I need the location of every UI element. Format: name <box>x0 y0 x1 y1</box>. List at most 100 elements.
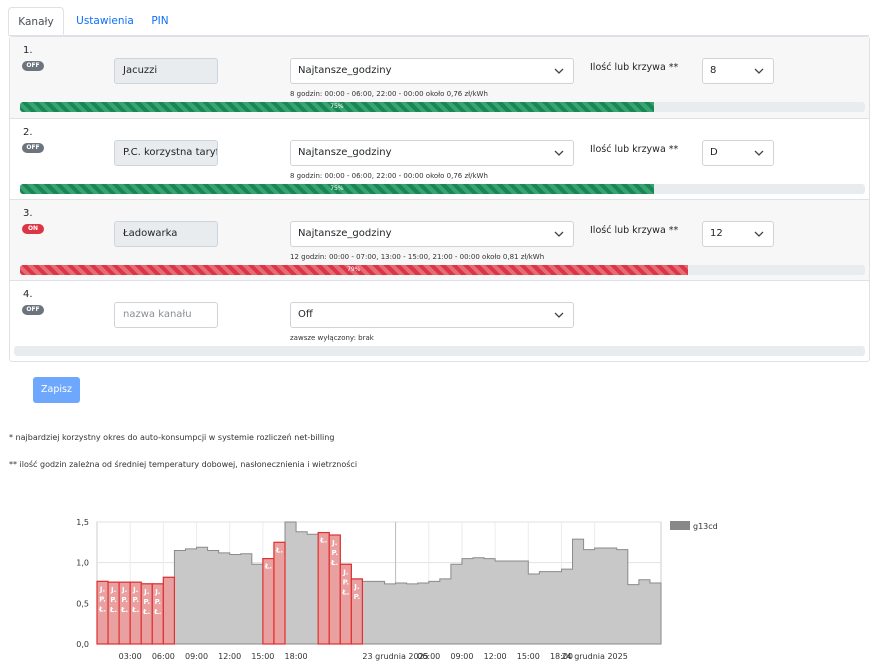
y-tick-label: 0,0 <box>76 640 89 649</box>
marker-label: P. <box>132 596 139 604</box>
chart-marker-labels: J.P.Ł.J.P.Ł.J.P.Ł.J.P.Ł.J.P.Ł.J.P.Ł.Ł.Ł.… <box>98 537 360 616</box>
channel-number: 1. <box>23 45 33 56</box>
channel-number: 3. <box>23 208 33 219</box>
x-tick-label: 18:00 <box>285 652 308 661</box>
schedule-description: zawsze wyłączony: brak <box>290 334 374 342</box>
mode-select[interactable]: Najtansze_godziny <box>290 58 574 84</box>
marker-label: Ł. <box>142 608 150 616</box>
chevron-down-icon <box>554 312 564 318</box>
marker-label: J. <box>110 586 116 594</box>
ilosc-label: Ilość lub krzywa ** <box>590 225 679 236</box>
save-button[interactable]: Zapisz <box>33 377 80 403</box>
marker-label: Ł. <box>98 605 106 613</box>
channel-row: 3. ON Ładowarka Najtansze_godziny Ilość … <box>10 199 869 281</box>
status-badge[interactable]: OFF <box>22 143 44 153</box>
chevron-down-icon <box>754 150 764 156</box>
marker-label: J. <box>99 585 105 593</box>
schedule-description: 8 godzin: 00:00 - 06:00, 22:00 - 00:00 o… <box>290 172 488 180</box>
highlight-bar <box>317 531 330 645</box>
mode-select[interactable]: Najtansze_godziny <box>290 221 574 247</box>
marker-label: P. <box>110 596 117 604</box>
tab-bar: Kanały Ustawienia PIN <box>8 7 869 36</box>
marker-label: J. <box>342 568 348 576</box>
y-tick-label: 0,5 <box>76 599 89 608</box>
channels-panel: 1. OFF Jacuzzi Najtansze_godziny Ilość l… <box>9 36 870 362</box>
x-tick-label: 18:00 <box>550 652 573 661</box>
channel-name-input[interactable]: P.C. korzystna taryf <box>114 140 218 166</box>
chart-area <box>96 521 662 645</box>
marker-label: Ł. <box>153 608 161 616</box>
marker-label: J. <box>353 583 359 591</box>
channel-row: 1. OFF Jacuzzi Najtansze_godziny Ilość l… <box>10 37 869 118</box>
mode-select-value: Najtansze_godziny <box>298 228 392 239</box>
progress-fill: 79% <box>20 265 688 275</box>
marker-label: Ł. <box>275 546 283 554</box>
legend-label: g13cd <box>693 522 718 531</box>
marker-label: P. <box>332 549 339 557</box>
marker-label: Ł. <box>131 606 139 614</box>
x-tick-label: 15:00 <box>517 652 540 661</box>
progress-fill: 75% <box>20 102 654 112</box>
highlight-bar <box>273 541 286 645</box>
mode-select[interactable]: Najtansze_godziny <box>290 140 574 166</box>
marker-label: Ł. <box>109 606 117 614</box>
chart-legend: g13cd <box>670 521 718 531</box>
marker-label: J. <box>143 588 149 596</box>
x-tick-label: 09:00 <box>450 652 473 661</box>
schedule-description: 12 godzin: 00:00 - 07:00, 13:00 - 15:00,… <box>290 253 545 261</box>
status-badge[interactable]: OFF <box>22 61 44 71</box>
ilosc-select-value: 8 <box>710 65 717 76</box>
progress-fill: 75% <box>20 184 654 194</box>
marker-label: Ł. <box>264 563 272 571</box>
mode-select-value: Najtansze_godziny <box>298 65 392 76</box>
marker-label: P. <box>354 593 361 601</box>
progress-bar <box>14 346 865 356</box>
tab-ustawienia[interactable]: Ustawienia <box>76 15 134 27</box>
marker-label: J. <box>154 588 160 596</box>
channel-name-input[interactable]: Ładowarka <box>114 221 218 247</box>
channel-name-input[interactable]: Jacuzzi <box>114 58 218 84</box>
x-tick-label: 06:00 <box>417 652 440 661</box>
tab-pin[interactable]: PIN <box>151 15 169 27</box>
ilosc-label: Ilość lub krzywa ** <box>590 62 679 73</box>
channel-row: 2. OFF P.C. korzystna taryf Najtansze_go… <box>10 118 869 200</box>
marker-label: Ł. <box>330 559 338 567</box>
chart-highlights <box>96 531 364 645</box>
ilosc-select-value: 12 <box>710 228 723 239</box>
marker-label: J. <box>132 586 138 594</box>
progress-bar: 75% <box>20 102 865 112</box>
series-area <box>96 521 662 645</box>
marker-label: P. <box>155 598 162 606</box>
chevron-down-icon <box>754 231 764 237</box>
footnote-1: * najbardziej korzystny okres do auto-ko… <box>9 433 335 442</box>
ilosc-select[interactable]: 8 <box>702 58 774 84</box>
highlight-bar <box>162 576 176 645</box>
marker-label: J. <box>121 586 127 594</box>
marker-label: P. <box>144 598 151 606</box>
ilosc-label: Ilość lub krzywa ** <box>590 144 679 155</box>
status-badge[interactable]: ON <box>22 224 44 234</box>
marker-label: Ł. <box>120 606 128 614</box>
channel-number: 2. <box>23 127 33 138</box>
channel-name-input[interactable]: nazwa kanału <box>114 302 218 328</box>
mode-select[interactable]: Off <box>290 302 574 328</box>
marker-label: Ł. <box>319 537 327 545</box>
x-tick-label: 09:00 <box>185 652 208 661</box>
chevron-down-icon <box>554 68 564 74</box>
price-chart: J.P.Ł.J.P.Ł.J.P.Ł.J.P.Ł.J.P.Ł.J.P.Ł.Ł.Ł.… <box>76 518 718 661</box>
channel-row: 4. OFF nazwa kanału Off zawsze wyłączony… <box>10 280 869 362</box>
marker-label: Ł. <box>341 588 349 596</box>
tab-kanaly[interactable]: Kanały <box>8 7 64 35</box>
progress-bar: 75% <box>20 184 865 194</box>
mode-select-value: Off <box>298 309 313 320</box>
y-tick-label: 1,5 <box>76 518 89 527</box>
marker-label: J. <box>331 539 337 547</box>
progress-bar: 79% <box>20 265 865 275</box>
chevron-down-icon <box>554 231 564 237</box>
highlight-bar <box>350 578 364 645</box>
ilosc-select[interactable]: 12 <box>702 221 774 247</box>
x-tick-label: 15:00 <box>251 652 274 661</box>
ilosc-select[interactable]: D <box>702 140 774 166</box>
channel-number: 4. <box>23 289 33 300</box>
status-badge[interactable]: OFF <box>22 305 44 315</box>
